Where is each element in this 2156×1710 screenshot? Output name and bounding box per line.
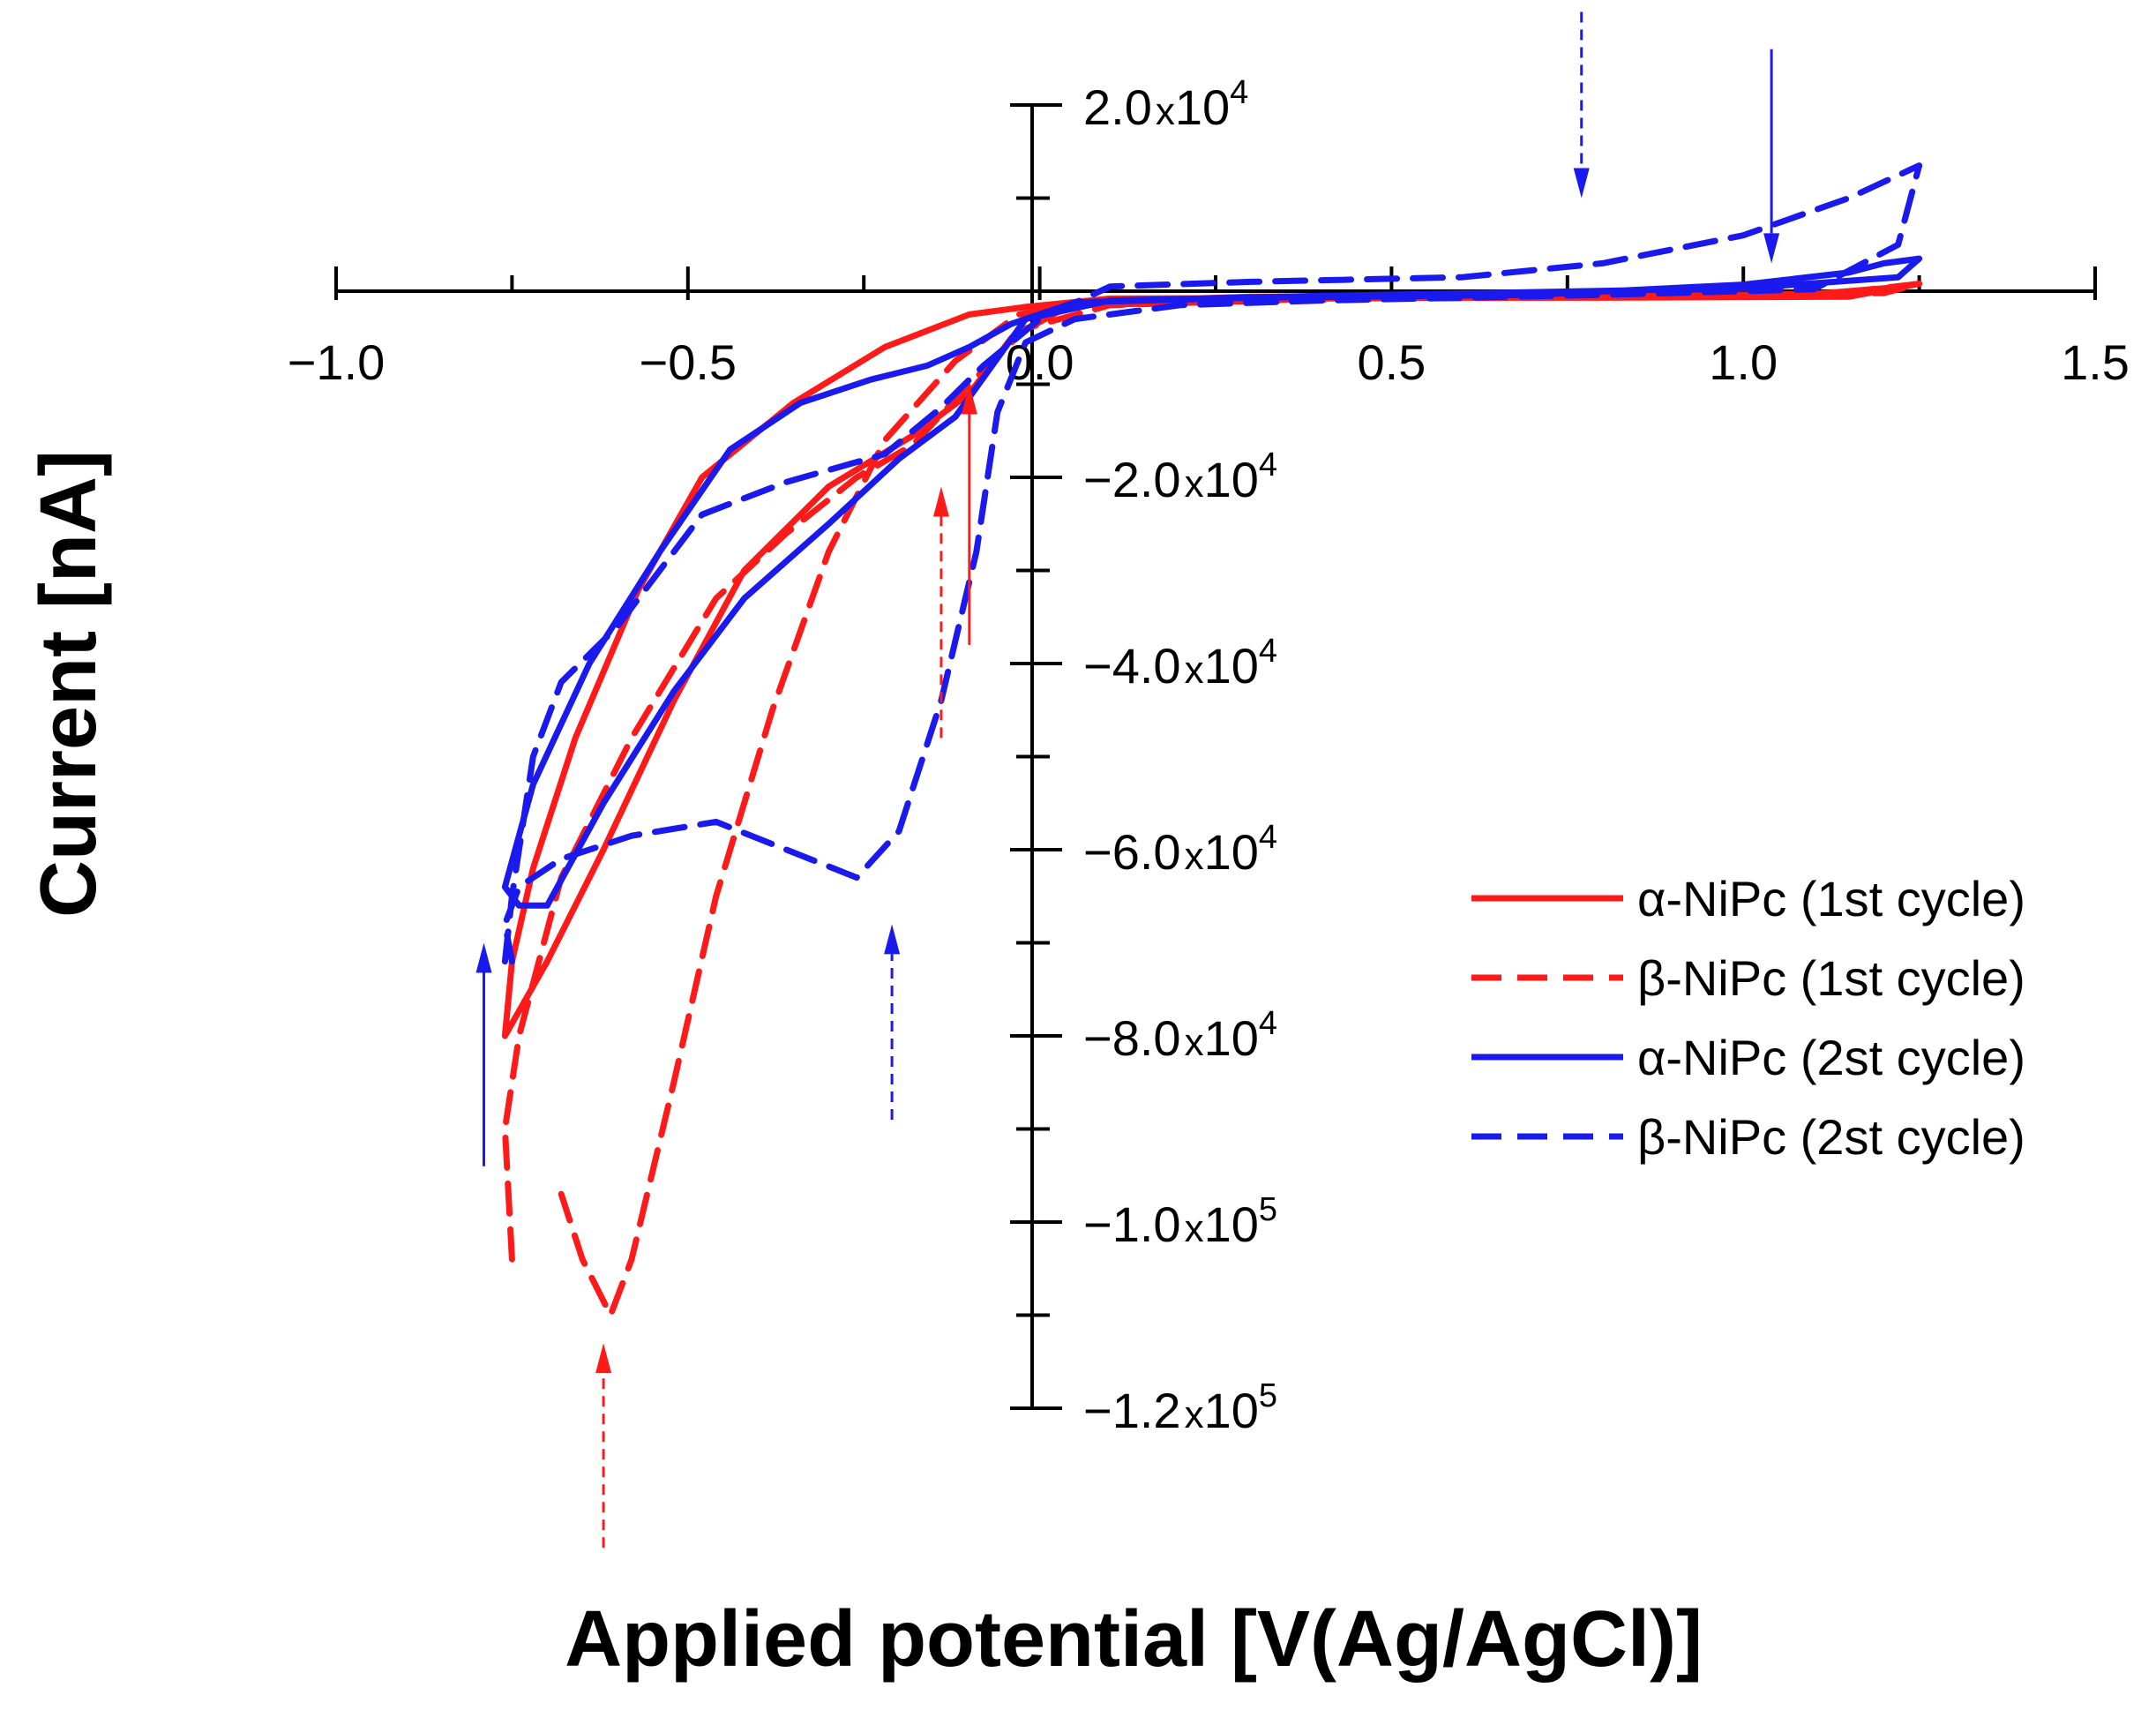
series-line-4 [501, 162, 1923, 965]
y-tick-label: −1.2x105 [1083, 1377, 1277, 1438]
y-axis-title: Current [nA] [25, 450, 113, 918]
x-tick-label: 1.0 [1709, 334, 1778, 390]
annotation-arrow-head [1763, 233, 1780, 264]
annotation-arrow-head [961, 384, 977, 415]
y-tick-label: −4.0x104 [1083, 633, 1277, 694]
axes: −1.0 −0.5 0.0 0.5 1.0 1.52.0x104−2.0x104−4.0x… [288, 74, 2130, 1438]
y-tick-label: 2.0x104 [1083, 74, 1248, 135]
annotation-arrows [475, 11, 1780, 1549]
annotation-arrow-head [1573, 168, 1590, 199]
y-tick-label: −6.0x104 [1083, 819, 1277, 880]
legend-label: β-NiPc (2st cycle) [1637, 1109, 2025, 1165]
legend-label: α-NiPc (1st cycle) [1637, 871, 2025, 926]
x-tick-label: 1.5 [2061, 334, 2130, 390]
y-tick-label: −1.0x105 [1083, 1191, 1277, 1252]
series-group [501, 162, 1923, 1318]
annotation-arrow-head [884, 924, 901, 955]
series-line-2 [501, 281, 1923, 1318]
annotation-arrow-head [932, 486, 949, 517]
series-line-3 [501, 255, 1923, 909]
x-axis-title: Applied potential [V(Ag/AgCl)] [565, 1595, 1703, 1684]
legend-label: β-NiPc (1st cycle) [1637, 950, 2025, 1006]
legend: α-NiPc (1st cycle) β-NiPc (1st cycle) α-Ni… [1471, 871, 2025, 1165]
annotation-arrow-head [595, 1343, 612, 1374]
x-tick-label: −0.5 [640, 334, 737, 390]
y-tick-label: −2.0x104 [1083, 446, 1277, 507]
legend-label: α-NiPc (2st cycle) [1637, 1030, 2025, 1085]
annotation-arrow-head [475, 942, 492, 973]
x-tick-label: −1.0 [288, 334, 386, 390]
x-tick-label: 0.5 [1357, 334, 1426, 390]
y-tick-label: −8.0x104 [1083, 1005, 1277, 1066]
